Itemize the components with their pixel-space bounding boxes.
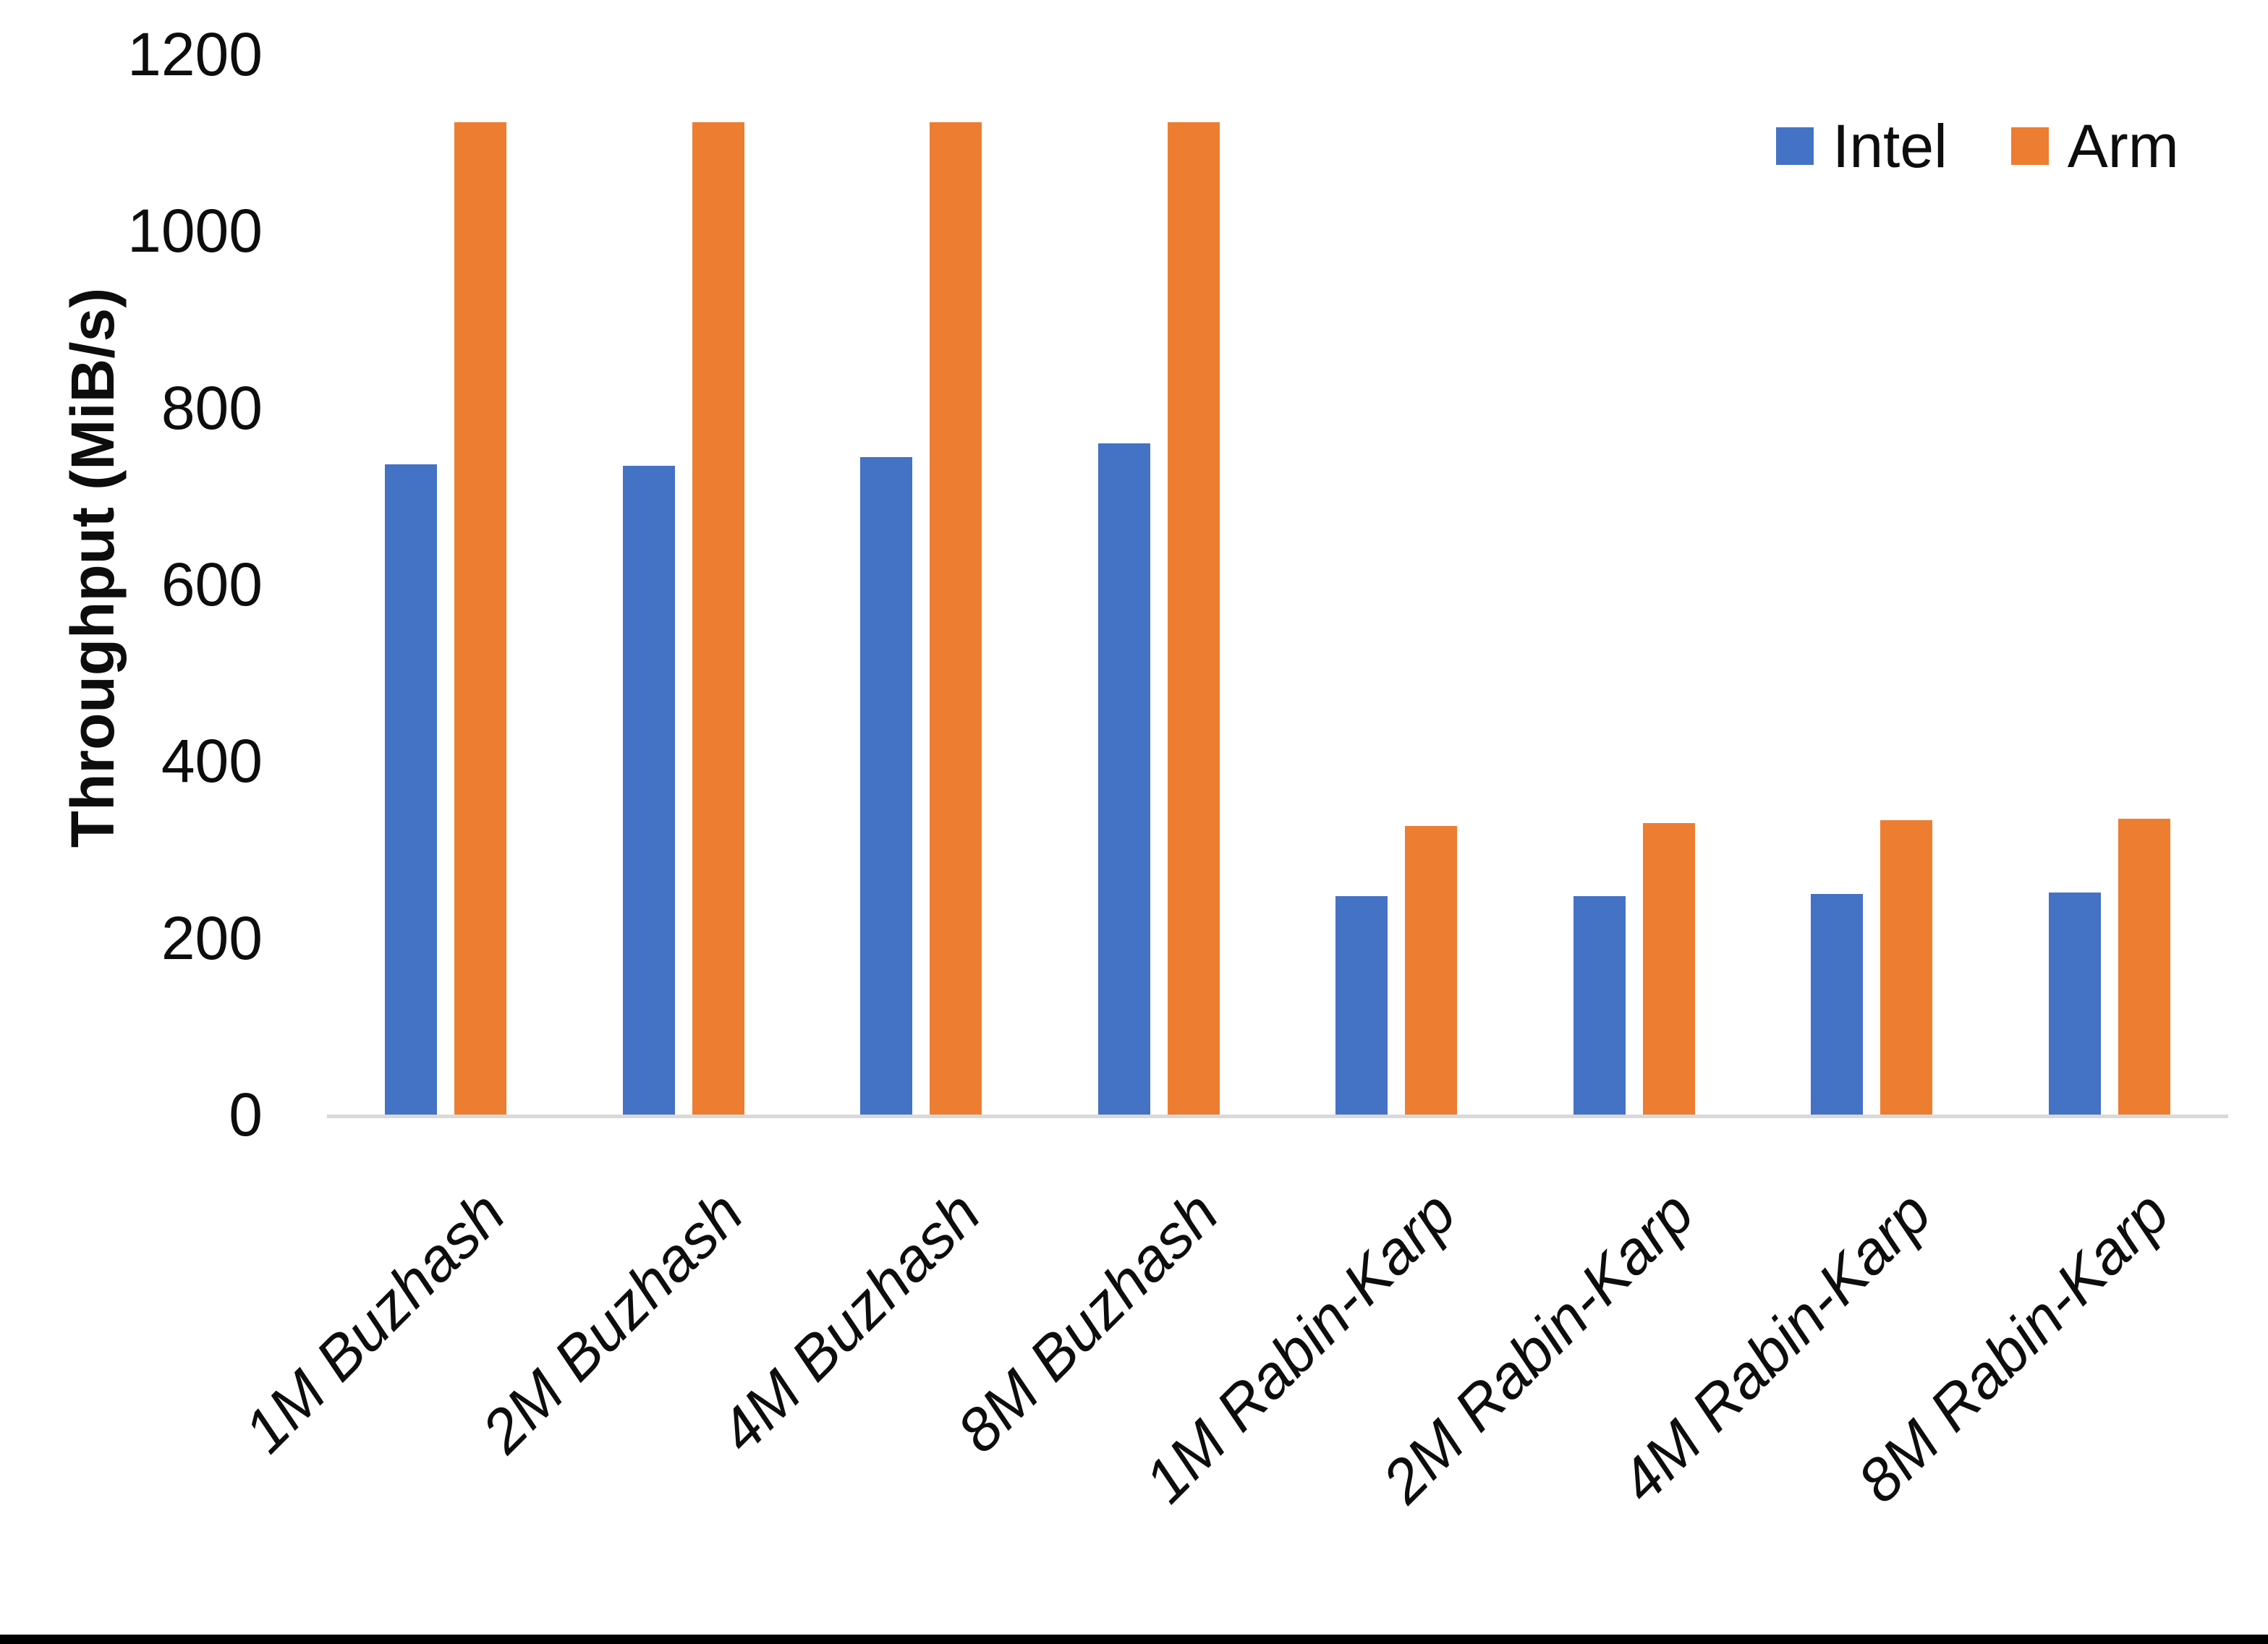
bar-arm-2m-buzhash bbox=[692, 122, 744, 1115]
legend-swatch-arm bbox=[2010, 127, 2049, 165]
bar-arm-4m-rabin-karp bbox=[1880, 820, 1933, 1115]
bottom-border bbox=[0, 1635, 2268, 1644]
legend-item-arm: Arm bbox=[2010, 110, 2179, 182]
bar-arm-4m-buzhash bbox=[930, 122, 982, 1115]
bar-intel-1m-rabin-karp bbox=[1335, 896, 1388, 1115]
y-tick-label: 1200 bbox=[127, 20, 263, 88]
bar-arm-8m-rabin-karp bbox=[2118, 819, 2170, 1115]
bar-intel-2m-rabin-karp bbox=[1573, 896, 1626, 1115]
y-tick-label: 1000 bbox=[127, 197, 263, 265]
y-tick-label: 400 bbox=[161, 727, 263, 796]
y-tick-label: 200 bbox=[161, 903, 263, 972]
bar-arm-2m-rabin-karp bbox=[1642, 823, 1695, 1115]
y-tick-label: 600 bbox=[161, 550, 263, 618]
y-tick-label: 0 bbox=[229, 1081, 263, 1149]
x-axis-line bbox=[327, 1115, 2228, 1118]
legend-label-arm: Arm bbox=[2067, 112, 2179, 180]
bar-intel-8m-rabin-karp bbox=[2048, 893, 2101, 1115]
bar-intel-2m-buzhash bbox=[622, 466, 675, 1115]
bar-intel-4m-buzhash bbox=[860, 457, 913, 1115]
legend: Intel Arm bbox=[1776, 110, 2179, 182]
bar-arm-1m-buzhash bbox=[454, 122, 507, 1115]
legend-item-intel: Intel bbox=[1776, 110, 1948, 182]
y-tick-label: 800 bbox=[161, 373, 263, 442]
legend-label-intel: Intel bbox=[1832, 112, 1948, 180]
bar-intel-8m-buzhash bbox=[1097, 443, 1150, 1115]
bar-intel-4m-rabin-karp bbox=[1811, 894, 1864, 1115]
legend-swatch-intel bbox=[1776, 127, 1814, 165]
bar-arm-1m-rabin-karp bbox=[1405, 826, 1458, 1115]
bar-arm-8m-buzhash bbox=[1167, 122, 1220, 1115]
bar-intel-1m-buzhash bbox=[385, 464, 438, 1115]
